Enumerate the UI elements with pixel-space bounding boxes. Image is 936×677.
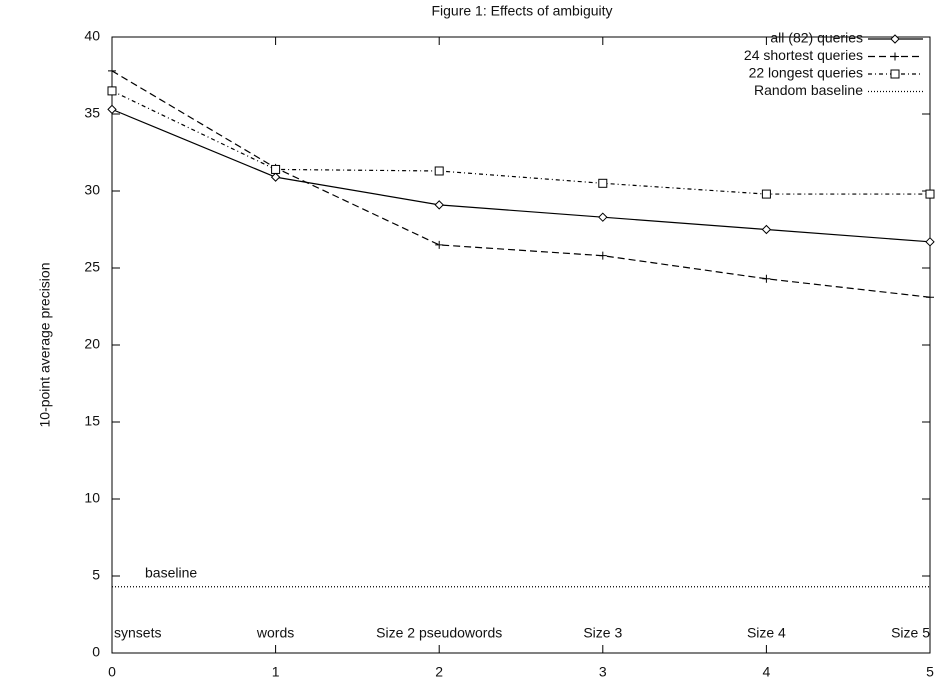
marker	[108, 66, 116, 75]
y-tick-label: 35	[84, 105, 100, 121]
chart-title: Figure 1: Effects of ambiguity	[431, 3, 612, 19]
marker	[761, 224, 772, 235]
marker	[925, 237, 935, 247]
legend-marker	[890, 69, 900, 79]
x-tick-label: 5	[926, 664, 934, 677]
x-tick-label: 4	[763, 664, 771, 677]
marker	[434, 200, 444, 210]
marker	[271, 164, 281, 174]
marker	[270, 172, 281, 182]
x-tick-label: 1	[272, 664, 280, 677]
x-tick-label: 2	[435, 664, 443, 677]
legend-marker	[890, 34, 900, 44]
marker	[107, 104, 117, 115]
legend-label: 24 shortest queries	[744, 47, 863, 63]
y-tick-label: 20	[84, 336, 100, 352]
x-tick-label: 3	[599, 664, 607, 677]
marker	[598, 251, 607, 260]
marker	[925, 189, 935, 199]
series-line	[111, 108, 931, 243]
annotation: baseline	[145, 564, 197, 580]
marker	[926, 293, 934, 302]
y-tick-label: 40	[84, 28, 100, 44]
plot-frame	[111, 36, 931, 654]
series-line	[111, 70, 931, 298]
y-tick-label: 25	[84, 259, 100, 275]
point-label: synsets	[114, 625, 161, 641]
y-tick-label: 15	[84, 413, 100, 429]
point-label: Size 5	[891, 625, 930, 641]
point-label: words	[256, 625, 294, 641]
legend-marker	[891, 52, 899, 61]
y-tick-label: 10	[84, 490, 100, 506]
legend-label: all (82) queries	[770, 30, 863, 46]
marker	[434, 166, 444, 176]
y-tick-label: 5	[92, 567, 100, 583]
legend-label: Random baseline	[754, 82, 863, 98]
point-label: Size 2 pseudowords	[376, 625, 502, 641]
y-axis-label: 10-point average precision	[37, 263, 53, 428]
marker	[762, 274, 771, 283]
y-tick-label: 30	[84, 182, 100, 198]
marker	[107, 86, 117, 96]
series-line	[111, 90, 930, 195]
y-tick-label: 0	[92, 644, 100, 660]
point-label: Size 4	[747, 625, 786, 641]
marker	[598, 212, 608, 222]
x-tick-label: 0	[108, 664, 116, 677]
marker	[761, 189, 771, 199]
marker	[435, 240, 444, 249]
marker	[598, 178, 608, 188]
legend-label: 22 longest queries	[749, 65, 863, 81]
point-label: Size 3	[583, 625, 622, 641]
